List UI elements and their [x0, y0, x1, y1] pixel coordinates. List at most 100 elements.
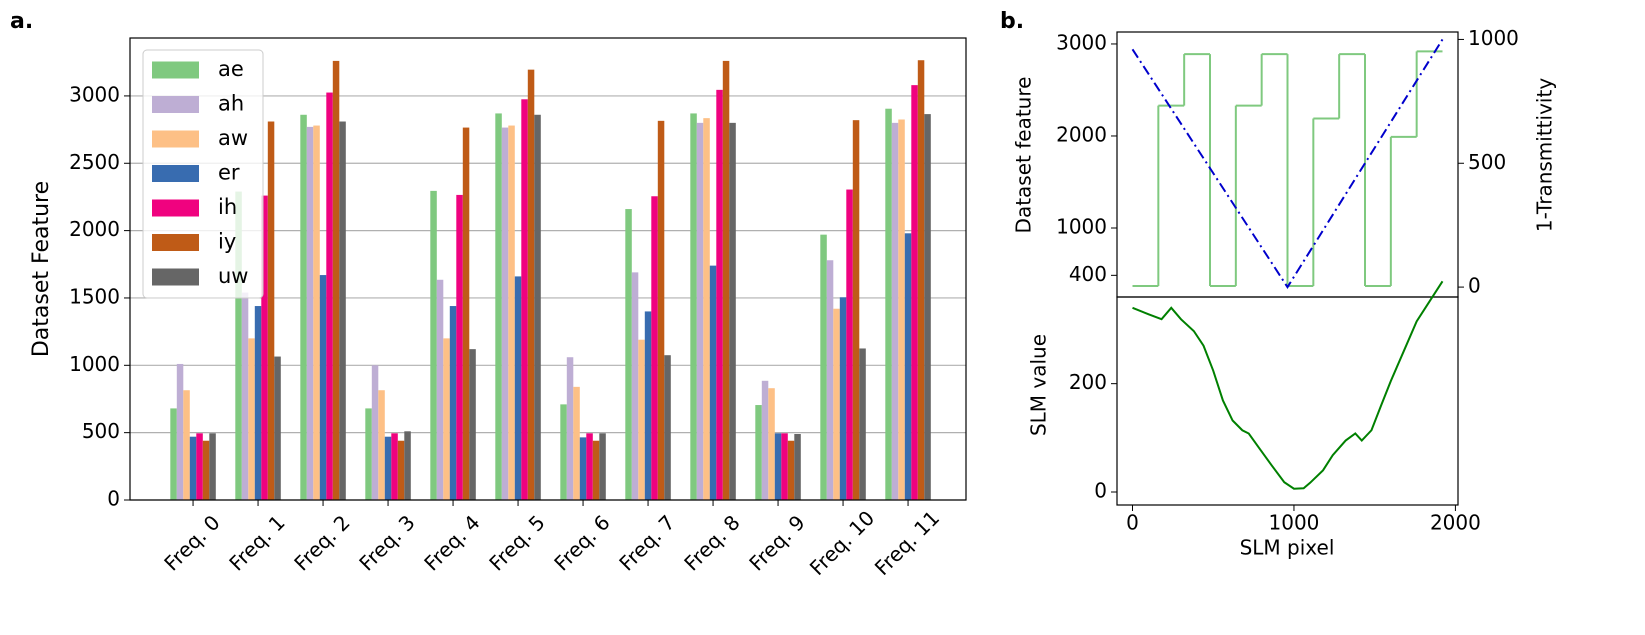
legend-swatch [152, 96, 199, 113]
bar [443, 338, 450, 500]
y-tick-label: 0 [1468, 274, 1481, 298]
bar [202, 440, 210, 500]
bar [638, 339, 645, 500]
legend-label: aw [218, 126, 248, 150]
x-axis-label: SLM pixel [1240, 536, 1335, 560]
y-tick-label: 0 [107, 487, 120, 511]
axes-frame [129, 37, 967, 501]
bar [326, 92, 333, 500]
bar [560, 404, 567, 500]
legend-label: uw [218, 264, 249, 288]
y-tick-label: 200 [1069, 370, 1107, 394]
bar [917, 60, 925, 501]
y-axis-label: Dataset feature [1012, 77, 1036, 234]
bar [579, 437, 587, 500]
bar [183, 390, 190, 500]
legend-label: ah [218, 92, 244, 116]
y-tick-label: 1000 [1056, 214, 1107, 238]
bar [254, 306, 262, 500]
bar [651, 196, 658, 500]
y-tick-label: 500 [82, 419, 120, 443]
legend-label: ih [218, 195, 237, 219]
bar [859, 348, 866, 500]
bar [755, 405, 762, 500]
bar [235, 191, 242, 500]
x-tick-label: 2000 [1430, 511, 1481, 535]
bar [501, 127, 509, 501]
bar [456, 194, 463, 500]
x-tick-label: Freq. 10 [805, 506, 879, 580]
bar [833, 308, 840, 500]
slm-line [1132, 280, 1444, 490]
y-tick-label: 1000 [69, 352, 120, 376]
bar [644, 311, 652, 500]
bar [709, 265, 717, 500]
y-tick-label: 0 [1094, 479, 1107, 503]
bar [176, 363, 184, 500]
bar [300, 114, 307, 500]
bar [189, 436, 197, 500]
bar [332, 60, 340, 501]
bar [306, 126, 314, 501]
legend-swatch [152, 61, 199, 79]
axes-frame [1116, 296, 1459, 506]
bar [384, 436, 392, 500]
x-tick-label: Freq. 0 [159, 510, 224, 575]
legend-label: iy [218, 230, 236, 254]
bar [313, 125, 320, 500]
bar [891, 122, 899, 500]
bar [852, 120, 860, 500]
bar [521, 99, 528, 501]
bar [924, 114, 931, 500]
bar [391, 433, 398, 500]
bar [716, 89, 723, 500]
bar [261, 195, 268, 500]
bar [378, 390, 385, 500]
bar [625, 209, 632, 500]
bar [436, 279, 444, 500]
bar [690, 113, 697, 500]
bar [774, 433, 782, 500]
legend-label: ae [218, 57, 244, 81]
bar [339, 121, 346, 501]
bar [898, 119, 905, 500]
y-tick-label: 3000 [1056, 30, 1107, 54]
bar [911, 85, 918, 501]
bar [241, 292, 249, 500]
bar [449, 306, 457, 500]
bar [696, 122, 704, 500]
bar [722, 60, 730, 501]
x-tick-label: Freq. 6 [549, 510, 614, 575]
bar [768, 388, 775, 500]
y-tick-label: 1500 [69, 284, 120, 308]
legend-swatch [152, 130, 199, 148]
y-tick-label: 3000 [69, 82, 120, 106]
bar [820, 234, 827, 500]
bar [703, 118, 710, 501]
bar [404, 431, 411, 500]
bar [657, 120, 665, 500]
bar [761, 380, 769, 500]
y-axis-label: Dataset Feature [29, 181, 54, 357]
x-tick-label: Freq. 2 [289, 510, 354, 575]
bar [462, 127, 470, 501]
bar [846, 189, 853, 500]
bar [170, 408, 177, 500]
y-tick-label: 400 [1069, 262, 1107, 286]
transmittivity-line [1131, 38, 1444, 289]
bar [365, 408, 372, 500]
bar [664, 355, 671, 500]
y-tick-label: 2000 [69, 217, 120, 241]
x-tick-label: Freq. 11 [870, 506, 944, 580]
y-tick-label: 500 [1468, 150, 1506, 174]
bar [794, 434, 801, 500]
bar [787, 440, 795, 500]
x-tick-label: Freq. 1 [224, 510, 289, 575]
bar [430, 190, 437, 500]
bar [904, 233, 912, 500]
bar [274, 356, 281, 500]
x-tick-label: Freq. 9 [744, 510, 809, 575]
bar [781, 433, 788, 500]
bar [534, 114, 541, 500]
